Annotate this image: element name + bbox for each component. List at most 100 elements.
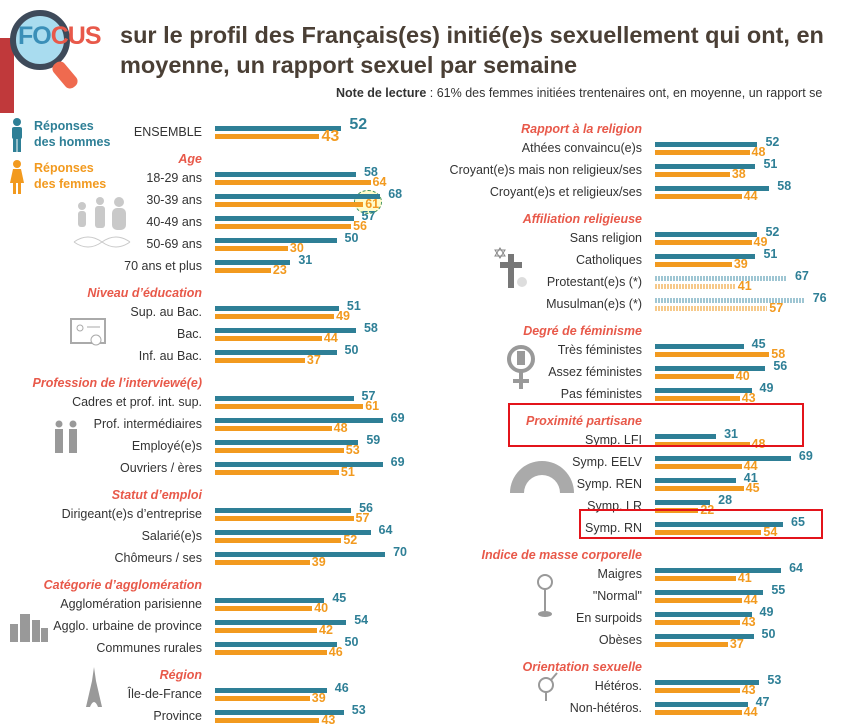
value-women: 44 xyxy=(323,331,338,345)
bar-women xyxy=(655,240,752,245)
bar-women xyxy=(655,620,740,625)
row-label: Agglo. urbaine de province xyxy=(53,619,202,633)
row-label: Dirigeant(e)s d’entreprise xyxy=(61,507,202,521)
value-women: 53 xyxy=(345,443,360,457)
bar-men xyxy=(655,276,787,281)
bar-women xyxy=(655,284,736,289)
bar-row: Pas féministes 49 43 xyxy=(420,381,849,406)
section-title: Degré de féminisme xyxy=(523,324,642,338)
bar-men xyxy=(215,440,359,445)
value-men: 57 xyxy=(361,209,376,223)
value-women: 61 xyxy=(365,197,380,211)
value-women: 38 xyxy=(731,167,746,181)
value-men: 47 xyxy=(755,695,770,709)
value-men: 52 xyxy=(765,225,780,239)
bar-row: Croyant(e)s mais non religieux/ses 51 38 xyxy=(420,157,849,182)
bar-women xyxy=(655,172,730,177)
bar-women xyxy=(215,202,364,207)
row-label: Maigres xyxy=(597,567,642,581)
value-women: 39 xyxy=(311,691,326,705)
value-men: 64 xyxy=(789,561,803,575)
value-women: 39 xyxy=(311,555,326,569)
parliament-icon xyxy=(510,461,574,493)
row-label: Croyant(e)s mais non religieux/ses xyxy=(449,163,642,177)
bar-men xyxy=(655,612,752,617)
value-men: 52 xyxy=(349,116,368,133)
bar-men xyxy=(655,434,717,439)
bar-women xyxy=(215,606,313,611)
bar-row: Symp. LFI 31 48 xyxy=(420,427,849,452)
value-women: 64 xyxy=(372,175,387,189)
highlight-box-proximite-lfi xyxy=(508,403,804,447)
section-title: Région xyxy=(159,668,202,682)
magnifier-logo-icon xyxy=(10,10,78,89)
value-women: 44 xyxy=(743,593,758,607)
section-title: Niveau d’éducation xyxy=(87,286,202,300)
row-label: Cadres et prof. int. sup. xyxy=(72,395,202,409)
value-men: 45 xyxy=(751,337,766,351)
row-label: 70 ans et plus xyxy=(124,259,202,273)
bar-women xyxy=(215,628,318,633)
row-label: Assez féministes xyxy=(548,365,642,379)
bar-women xyxy=(215,134,320,139)
bar-women xyxy=(215,560,310,565)
row-label: 50-69 ans xyxy=(146,237,202,251)
bar-row: Chômeurs / ses 70 39 xyxy=(0,545,420,570)
section-title: Indice de masse corporelle xyxy=(481,548,643,562)
bar-men xyxy=(215,508,352,513)
gender-symbols-icon xyxy=(538,672,558,701)
row-label: Musulman(e)s (*) xyxy=(546,297,642,311)
row-label: Non-hétéros. xyxy=(569,701,642,715)
value-men: 49 xyxy=(759,605,774,619)
value-women: 57 xyxy=(355,511,370,525)
bar-row: Employé(e)s 59 53 xyxy=(0,433,420,458)
age-people-icon xyxy=(73,197,131,248)
bar-women xyxy=(215,538,342,543)
row-label: Croyant(e)s et religieux/ses xyxy=(489,185,642,199)
bar-women xyxy=(215,696,310,701)
bar-row: Musulman(e)s (*) 76 57 xyxy=(420,291,849,316)
legend: Réponses des hommes Réponses des femmes xyxy=(10,118,116,202)
page-title: sur le profil des Français(es) initié(e)… xyxy=(120,22,824,78)
bar-row: Sup. au Bac. 51 49 xyxy=(0,299,420,324)
row-label: Catholiques xyxy=(575,253,642,267)
bar-row: Salarié(e)s 64 52 xyxy=(0,523,420,548)
value-men: 57 xyxy=(361,389,376,403)
row-label: En surpoids xyxy=(575,611,642,625)
bar-men xyxy=(655,634,754,639)
bar-men xyxy=(655,298,805,303)
value-men: 28 xyxy=(718,493,733,507)
value-men: 56 xyxy=(773,359,788,373)
bar-row: Assez féministes 56 40 xyxy=(420,359,849,384)
value-women: 40 xyxy=(735,369,750,383)
value-women: 39 xyxy=(733,257,748,271)
row-label: Sup. au Bac. xyxy=(130,305,202,319)
value-women: 23 xyxy=(272,263,287,277)
value-women: 41 xyxy=(737,279,752,293)
bar-women xyxy=(215,180,371,185)
value-women: 43 xyxy=(741,683,756,697)
bar-women xyxy=(655,598,742,603)
bar-row: Protestant(e)s (*) 67 41 xyxy=(420,269,849,294)
value-women: 42 xyxy=(319,623,333,637)
value-men: 54 xyxy=(354,613,369,627)
bar-women xyxy=(655,396,740,401)
section-title: Proximité partisane xyxy=(525,414,642,428)
bar-women xyxy=(215,516,354,521)
bar-men xyxy=(215,598,325,603)
row-label: Symp. LFI xyxy=(585,433,642,447)
bar-women xyxy=(655,262,732,267)
bar-row: Maigres 64 41 xyxy=(420,561,849,586)
bar-men xyxy=(655,254,756,259)
bar-women xyxy=(655,194,742,199)
value-men: 58 xyxy=(363,321,378,335)
value-women: 49 xyxy=(753,235,768,249)
section-title: Catégorie d’agglomération xyxy=(43,578,202,592)
row-label: Protestant(e)s (*) xyxy=(546,275,642,289)
value-men: 59 xyxy=(366,433,381,447)
value-men: 31 xyxy=(724,427,738,441)
man-icon xyxy=(12,118,22,152)
value-women: 54 xyxy=(763,525,778,539)
bar-men xyxy=(215,172,356,177)
value-men: 46 xyxy=(334,681,349,695)
